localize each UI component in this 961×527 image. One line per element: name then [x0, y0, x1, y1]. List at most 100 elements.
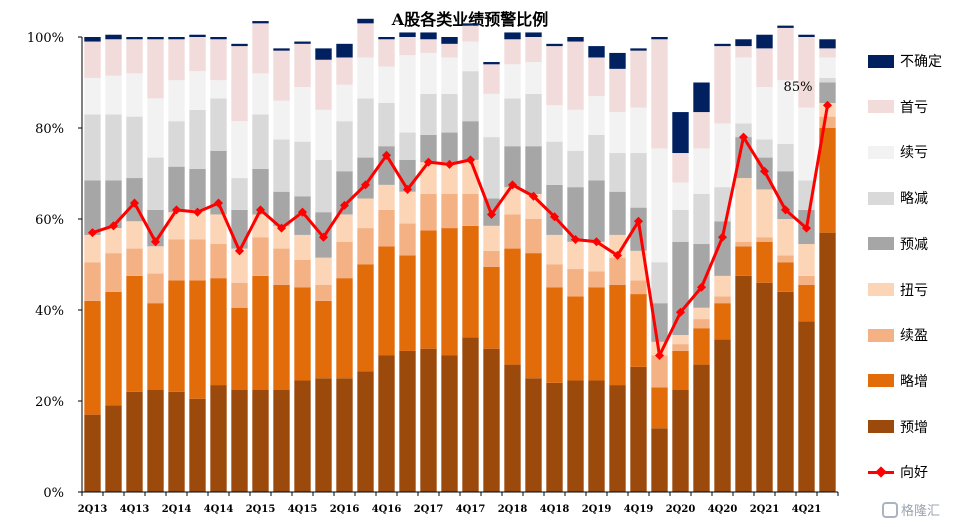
bar-segment: [147, 98, 164, 158]
bar-segment: [546, 141, 563, 185]
watermark: 格隆汇: [882, 500, 940, 519]
bar-segment: [504, 187, 521, 215]
bar-segment: [714, 43, 731, 47]
x-tick-label: 2Q19: [582, 504, 612, 515]
bar-segment: [336, 84, 353, 122]
bar-segment: [462, 225, 479, 338]
bar-segment: [231, 178, 248, 210]
bar-segment: [252, 275, 269, 390]
bar-stack-3Q20: [693, 82, 710, 492]
bar-segment: [189, 71, 206, 110]
bar-stack-1Q22: [819, 39, 836, 492]
bar-segment: [504, 64, 521, 99]
bar-segment: [462, 121, 479, 160]
bar-segment: [525, 37, 542, 63]
bar-segment: [231, 389, 248, 492]
bar-stack-4Q20: [714, 43, 731, 492]
bar-segment: [714, 296, 731, 304]
bar-segment: [819, 48, 836, 58]
bar-segment: [483, 266, 500, 349]
bar-segment: [210, 244, 227, 279]
bar-segment: [588, 271, 605, 288]
bar-segment: [315, 257, 332, 285]
bar-stack-2Q16: [336, 43, 353, 492]
bar-segment: [84, 300, 101, 415]
bar-segment: [210, 150, 227, 215]
bar-segment: [756, 139, 773, 158]
bar-stack-3Q16: [357, 18, 374, 492]
bar-segment: [294, 41, 311, 44]
bar-segment: [336, 171, 353, 215]
x-tick-label: 2Q14: [162, 504, 192, 515]
bar-segment: [273, 48, 290, 51]
bar-segment: [105, 253, 122, 292]
bar-stack-4Q14: [210, 37, 227, 492]
bar-segment: [693, 148, 710, 194]
bar-segment: [630, 366, 647, 492]
bar-segment: [315, 378, 332, 492]
peak-annotation: 85%: [784, 80, 813, 95]
x-tick-label: 4Q15: [288, 504, 318, 515]
bar-segment: [693, 364, 710, 492]
bar-segment: [609, 385, 626, 492]
bar-segment: [609, 68, 626, 113]
bar-segment: [336, 121, 353, 172]
y-tick-label: 40%: [35, 304, 64, 319]
x-tick-label: 4Q19: [624, 504, 654, 515]
bar-segment: [567, 380, 584, 492]
trend-point: [87, 228, 98, 238]
bar-segment: [756, 48, 773, 88]
bar-segment: [252, 23, 269, 74]
bar-segment: [630, 50, 647, 108]
bar-segment: [567, 241, 584, 270]
bar-segment: [147, 389, 164, 492]
bar-segment: [210, 39, 227, 81]
bar-stack-1Q18: [483, 62, 500, 492]
bar-segment: [210, 98, 227, 151]
bar-segment: [420, 32, 437, 40]
bar-segment: [441, 43, 458, 58]
bar-segment: [420, 230, 437, 349]
bar-stack-4Q17: [462, 23, 479, 492]
bar-segment: [588, 287, 605, 381]
bar-segment: [294, 287, 311, 381]
bar-segment: [126, 248, 143, 276]
bar-segment: [378, 37, 395, 40]
bar-stack-3Q19: [609, 52, 626, 492]
x-axis: 2Q13 4Q13 2Q14 4Q14 2Q15 4Q15 2Q16 4Q16 2Q17 4Q17…: [78, 491, 839, 515]
bar-segment: [546, 43, 563, 47]
watermark-text: 格隆汇: [901, 504, 941, 519]
bar-segment: [126, 116, 143, 179]
bar-segment: [441, 37, 458, 44]
bar-segment: [651, 148, 668, 263]
bar-segment: [231, 282, 248, 308]
bar-segment: [630, 48, 647, 51]
bar-stack-1Q17: [399, 32, 416, 492]
bar-stack-4Q21: [798, 34, 815, 492]
bar-segment: [483, 348, 500, 492]
bar-segment: [777, 255, 794, 263]
x-tick-label: 2Q21: [750, 504, 780, 515]
bar-segment: [105, 180, 122, 229]
bar-segment: [441, 228, 458, 356]
bar-segment: [735, 123, 752, 138]
bar-segment: [588, 46, 605, 58]
y-tick-label: 100%: [27, 31, 64, 46]
bar-segment: [420, 162, 437, 194]
bar-segment: [126, 73, 143, 117]
bar-segment: [504, 39, 521, 65]
bar-segment: [378, 39, 395, 67]
trend-line-path: [92, 104, 829, 357]
bar-segment: [693, 319, 710, 329]
bar-segment: [609, 284, 626, 386]
legend-swatch: [868, 100, 894, 114]
bar-segment: [294, 87, 311, 142]
bar-segment: [672, 112, 689, 154]
x-tick-label: 2Q17: [414, 504, 444, 515]
bar-segment: [399, 223, 416, 256]
bar-segment: [525, 32, 542, 37]
bar-segment: [525, 378, 542, 492]
trend-point: [192, 207, 203, 217]
bar-segment: [651, 355, 668, 388]
